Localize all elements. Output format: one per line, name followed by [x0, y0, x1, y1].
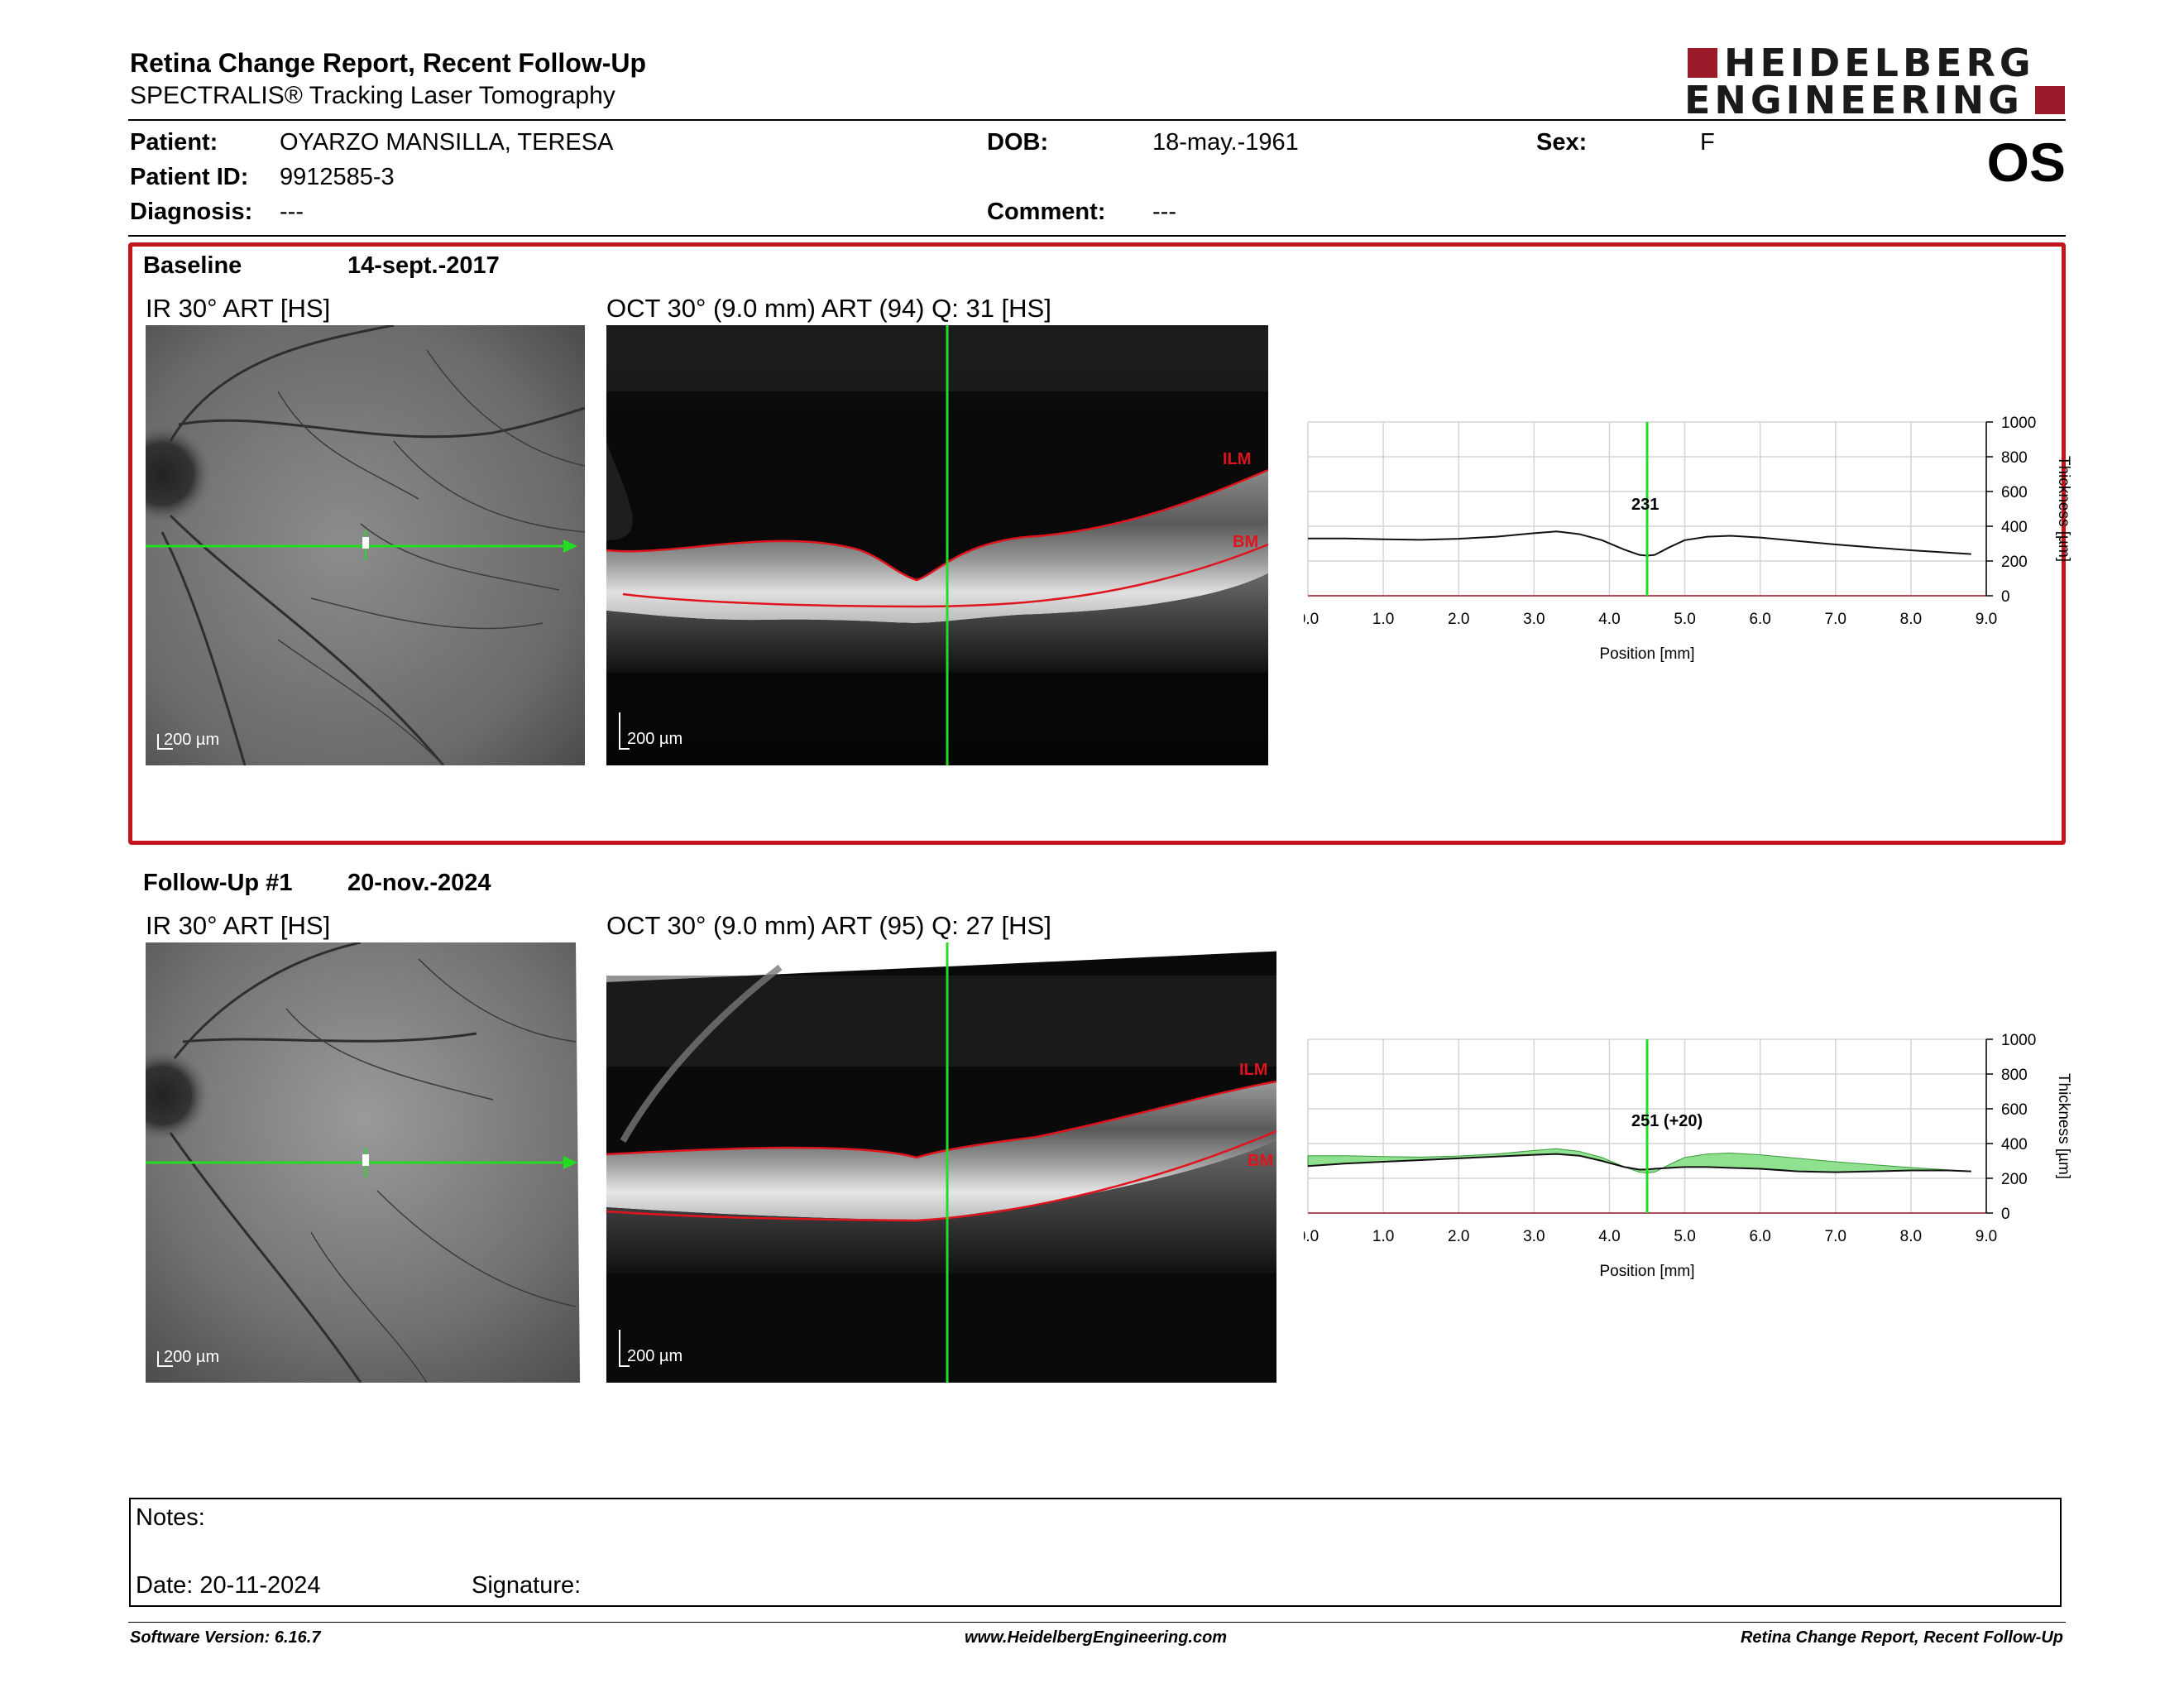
chart-1-y-tick-label: 1000: [2001, 1032, 2036, 1049]
notes-label: Notes:: [136, 1504, 205, 1531]
chart-1-x-tick-label: 6.0: [1749, 1228, 1770, 1245]
footer-rule: [128, 1622, 2066, 1623]
chart-1-y-tick-label: 800: [2001, 1067, 2028, 1084]
followup-ir-scale: 200 µm: [164, 1348, 219, 1366]
chart-0-x-tick-label: 4.0: [1598, 611, 1620, 628]
chart-0-x-tick-label: 6.0: [1749, 611, 1770, 628]
patient-rule: [128, 235, 2066, 237]
chart-0-x-tick-label: 9.0: [1976, 611, 1997, 628]
notes-box: Notes: Date: 20-11-2024 Signature:: [129, 1498, 2062, 1607]
chart-1-x-tick-label: 3.0: [1523, 1228, 1545, 1245]
chart-1-x-tick-label: 2.0: [1448, 1228, 1469, 1245]
baseline-oct-caption: OCT 30° (9.0 mm) ART (94) Q: 31 [HS]: [606, 294, 1051, 323]
logo-line-1: HEIDELBERG: [1724, 41, 2035, 85]
baseline-bm-label: BM: [1233, 533, 1258, 551]
baseline-ir-image: 200 µm: [146, 325, 585, 765]
report-title: Retina Change Report, Recent Follow-Up: [130, 48, 647, 78]
logo-square-top: [1688, 48, 1717, 78]
followup-label: Follow-Up #1: [143, 870, 293, 896]
followup-oct-scale: 200 µm: [627, 1347, 682, 1365]
footer-report-name: Retina Change Report, Recent Follow-Up: [1740, 1628, 2063, 1647]
patient-id-label: Patient ID:: [130, 164, 249, 190]
chart-0-y-tick-label: 800: [2001, 449, 2028, 467]
chart-0-x-tick-label: 7.0: [1825, 611, 1846, 628]
chart-1-y-tick-label: 0: [2001, 1206, 2010, 1223]
chart-0-x-tick-label: 8.0: [1900, 611, 1922, 628]
diagnosis-value: ---: [280, 199, 304, 225]
baseline-ir-scale: 200 µm: [164, 731, 219, 749]
chart-1-x-tick-label: 5.0: [1674, 1228, 1695, 1245]
chart-0-y-tick-label: 0: [2001, 588, 2010, 606]
baseline-oct-scale: 200 µm: [627, 730, 682, 748]
signature-label: Signature:: [472, 1572, 582, 1599]
baseline-thickness-chart: 0 200 400 600 800 1000 0.0 1.0 2.0 3.0 4.0 5.0 6.0 7.…: [1304, 414, 2081, 679]
diagnosis-label: Diagnosis:: [130, 199, 253, 225]
sex-label: Sex:: [1536, 129, 1588, 156]
footer-website: www.HeidelbergEngineering.com: [965, 1628, 1228, 1647]
patient-id: 9912585-3: [280, 164, 395, 190]
chart-1-y-axis-label: Thickness [µm]: [2055, 1073, 2072, 1179]
chart-1-plot: 0 200 400 600 800 1000 0.0 1.0 2.0 3.0 4.0 5.0 6.0 7.…: [1304, 1032, 2072, 1280]
dob-value: 18-may.-1961: [1152, 129, 1299, 156]
chart-0-x-tick-label: 3.0: [1523, 611, 1545, 628]
sex-value: F: [1700, 129, 1715, 156]
chart-0-y-tick-label: 600: [2001, 484, 2028, 501]
baseline-date: 14-sept.-2017: [347, 252, 500, 279]
chart-0-plot: 0 200 400 600 800 1000 0.0 1.0 2.0 3.0 4.0 5.0 6.0 7.…: [1304, 415, 2072, 663]
chart-0-x-tick-label: 2.0: [1448, 611, 1469, 628]
patient-label: Patient:: [130, 129, 218, 156]
followup-thickness-chart: 0 200 400 600 800 1000 0.0 1.0 2.0 3.0 4.0 5.0 6.0 7.…: [1304, 1031, 2081, 1296]
chart-0-x-tick-label: 5.0: [1674, 611, 1695, 628]
chart-1-x-tick-label: 9.0: [1976, 1228, 1997, 1245]
chart-0-y-tick-label: 400: [2001, 519, 2028, 536]
chart-1-x-tick-label: 1.0: [1372, 1228, 1394, 1245]
chart-1-x-tick-label: 4.0: [1598, 1228, 1620, 1245]
chart-0-y-tick-label: 1000: [2001, 415, 2036, 432]
comment-label: Comment:: [987, 199, 1106, 225]
baseline-cursor-value: 231: [1631, 496, 1659, 514]
chart-0-y-tick-label: 200: [2001, 554, 2028, 571]
baseline-frame: [128, 242, 2066, 845]
followup-ilm-label: ILM: [1239, 1061, 1267, 1079]
baseline-ilm-label: ILM: [1223, 450, 1251, 468]
dob-label: DOB:: [987, 129, 1049, 156]
baseline-ir-caption: IR 30° ART [HS]: [146, 294, 331, 323]
chart-1-x-tick-label: 0.0: [1304, 1228, 1319, 1245]
chart-0-x-axis-label: Position [mm]: [1599, 645, 1694, 663]
report-subtitle: SPECTRALIS® Tracking Laser Tomography: [130, 82, 615, 109]
chart-0-x-tick-label: 0.0: [1304, 611, 1319, 628]
chart-1-x-tick-label: 7.0: [1825, 1228, 1846, 1245]
followup-oct-caption: OCT 30° (9.0 mm) ART (95) Q: 27 [HS]: [606, 911, 1051, 940]
comment-value: ---: [1152, 199, 1176, 225]
logo-line-2: ENGINEERING: [1684, 78, 2024, 122]
chart-1-y-tick-label: 400: [2001, 1136, 2028, 1153]
chart-0-y-axis-label: Thickness [µm]: [2055, 456, 2072, 562]
chart-0-x-tick-label: 1.0: [1372, 611, 1394, 628]
notes-date: Date: 20-11-2024: [136, 1572, 321, 1599]
followup-oct-image: ILM BM 200 µm: [606, 942, 1287, 1383]
chart-1-y-tick-label: 600: [2001, 1101, 2028, 1119]
chart-1-x-tick-label: 8.0: [1900, 1228, 1922, 1245]
header-rule: [128, 119, 2066, 121]
followup-bm-label: BM: [1248, 1152, 1273, 1170]
baseline-label: Baseline: [143, 252, 242, 279]
footer-software-version: Software Version: 6.16.7: [130, 1628, 321, 1647]
followup-ir-caption: IR 30° ART [HS]: [146, 911, 331, 940]
followup-ir-image: 200 µm: [146, 942, 585, 1383]
followup-date: 20-nov.-2024: [347, 870, 491, 896]
logo-square-bottom: [2035, 86, 2065, 114]
chart-1-y-tick-label: 200: [2001, 1171, 2028, 1188]
chart-1-x-axis-label: Position [mm]: [1599, 1263, 1694, 1280]
baseline-oct-image: ILM BM 200 µm: [606, 325, 1287, 765]
eye-indicator: OS: [1986, 132, 2066, 193]
followup-cursor-value: 251 (+20): [1631, 1112, 1703, 1130]
patient-name: OYARZO MANSILLA, TERESA: [280, 129, 614, 156]
chart-0-thickness-line: [1308, 530, 1971, 557]
